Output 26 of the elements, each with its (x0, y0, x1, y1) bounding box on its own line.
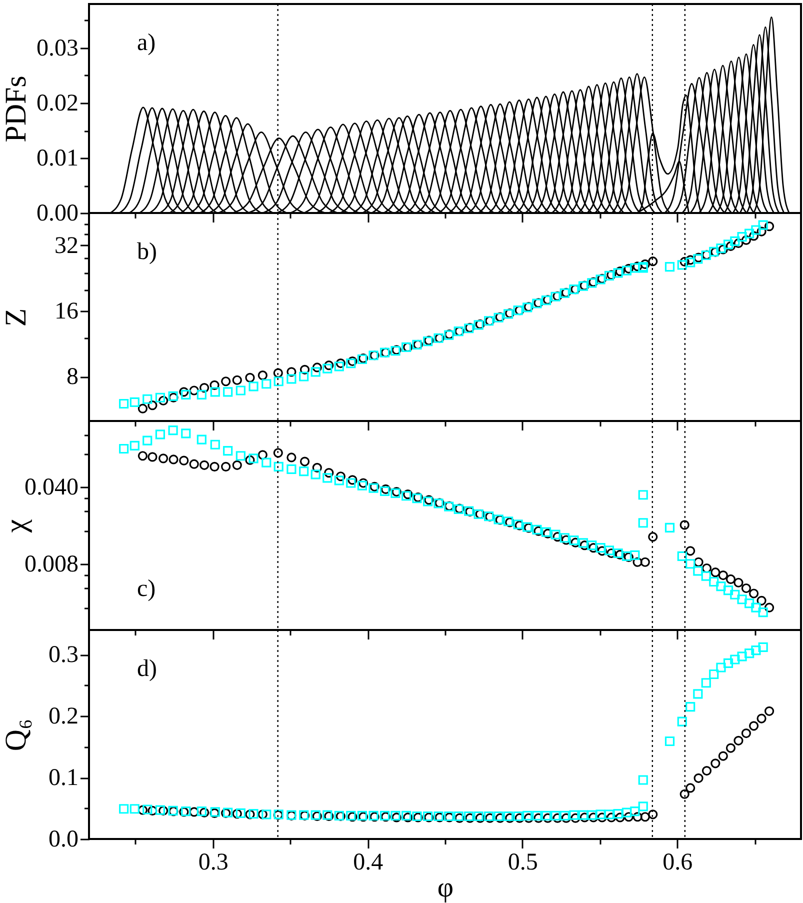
y-tick-label: 0.2 (48, 704, 78, 730)
annotation: b) (137, 239, 157, 265)
y-tick-label: 16 (54, 298, 78, 324)
x-tick-label: 0.3 (198, 850, 228, 876)
y-tick-label: 0.3 (48, 642, 78, 668)
y-tick-label: 0.00 (36, 200, 78, 226)
y-tick-label: 0.03 (36, 36, 78, 62)
annotation: c) (137, 576, 156, 602)
x-tick-label: 0.6 (662, 850, 693, 876)
annotation: a) (137, 30, 156, 56)
y-tick-label: 32 (54, 232, 78, 259)
y-tick-label: 0.02 (36, 90, 78, 116)
y-axis-title: Q₆ (0, 718, 32, 752)
y-tick-label: 0.1 (48, 765, 78, 792)
y-tick-label: 8 (66, 364, 78, 390)
y-tick-label: 0.040 (24, 474, 78, 501)
y-axis-title: Z (0, 308, 32, 327)
y-tick-label: 0.008 (24, 551, 78, 578)
y-tick-label: 0.0 (48, 826, 78, 852)
annotation: d) (137, 656, 157, 682)
y-axis-title: χ (0, 518, 32, 534)
y-tick-label: 0.01 (36, 146, 78, 172)
x-tick-label: 0.4 (353, 850, 384, 876)
y-axis-title: PDFs (0, 76, 32, 142)
x-axis-title: φ (437, 872, 454, 903)
x-tick-label: 0.5 (508, 850, 538, 876)
